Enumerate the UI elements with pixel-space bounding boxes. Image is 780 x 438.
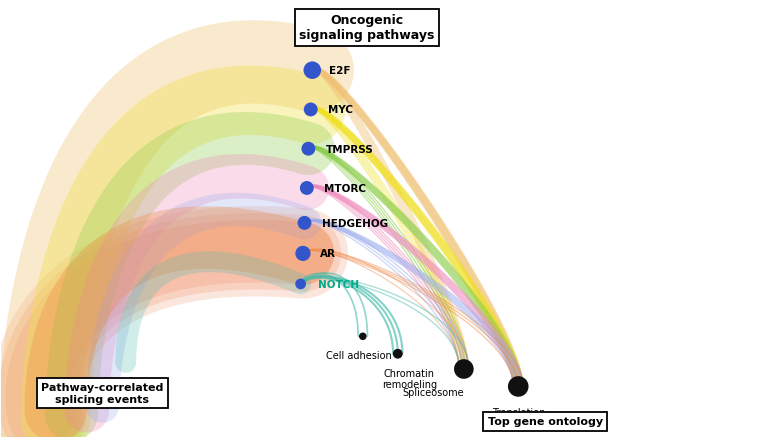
Text: MYC: MYC — [328, 105, 353, 115]
Text: Top gene ontology: Top gene ontology — [488, 417, 603, 426]
Point — [294, 281, 307, 288]
Text: AR: AR — [320, 249, 336, 259]
Point — [512, 383, 524, 390]
Text: NOTCH: NOTCH — [317, 279, 359, 289]
Text: Oncogenic
signaling pathways: Oncogenic signaling pathways — [299, 14, 434, 42]
Point — [306, 67, 318, 74]
Point — [302, 146, 314, 153]
Text: MTORC: MTORC — [324, 184, 366, 194]
Point — [298, 220, 310, 227]
Point — [300, 185, 313, 192]
Text: Chromatin
remodeling: Chromatin remodeling — [382, 368, 437, 389]
Text: E2F: E2F — [329, 66, 351, 76]
Text: Pathway-correlated
splicing events: Pathway-correlated splicing events — [41, 382, 164, 404]
Text: Spliceosome: Spliceosome — [402, 388, 463, 397]
Point — [458, 366, 470, 373]
Text: Translation: Translation — [491, 407, 545, 417]
Text: TMPRSS: TMPRSS — [325, 145, 374, 154]
Point — [304, 107, 317, 114]
Text: HEDGEHOG: HEDGEHOG — [321, 219, 388, 228]
Text: Cell adhesion: Cell adhesion — [326, 350, 392, 360]
Point — [296, 250, 309, 257]
Point — [356, 333, 369, 340]
Point — [392, 350, 404, 357]
